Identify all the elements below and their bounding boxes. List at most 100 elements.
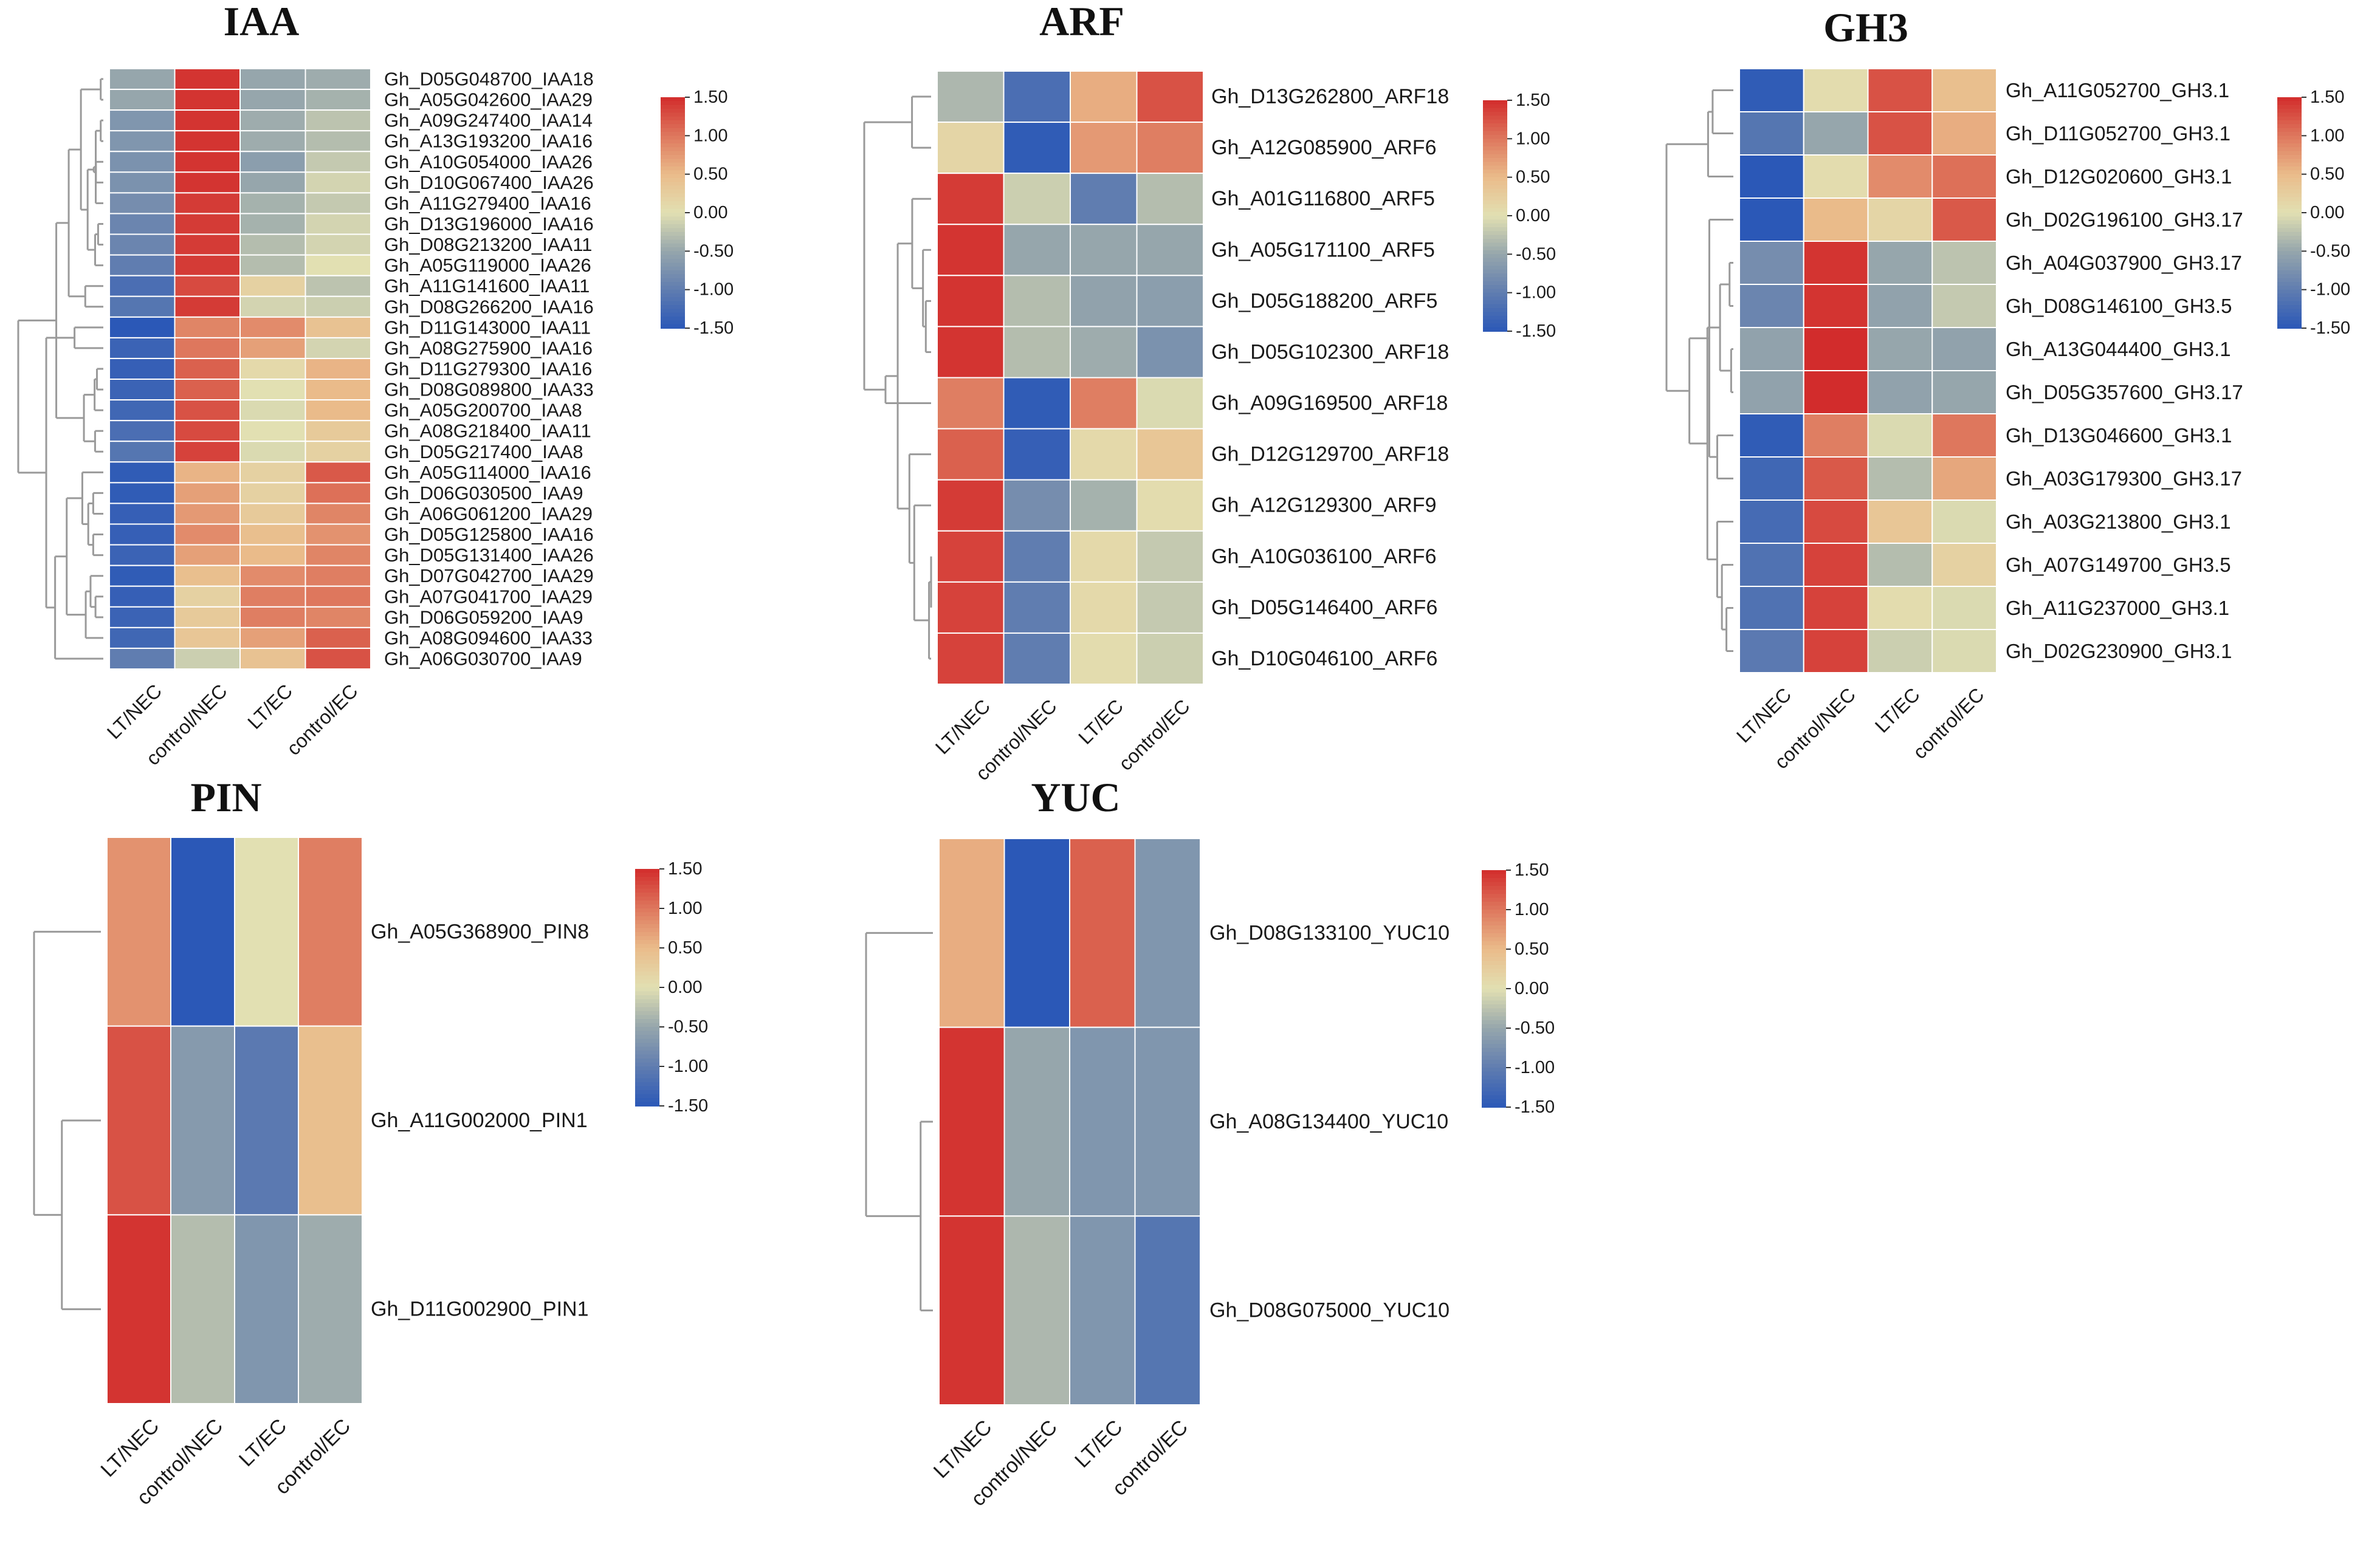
colorbar-tick-label: 1.50 — [1515, 860, 1549, 880]
colorbar-segment — [1483, 108, 1507, 112]
colorbar-segment — [1482, 1012, 1506, 1017]
heatmap-cell — [239, 585, 306, 608]
colorbar-tick-label: 1.50 — [668, 859, 702, 879]
colorbar-segment — [661, 320, 685, 325]
colorbar-segment — [635, 1035, 659, 1040]
colorbar-segment — [635, 1038, 659, 1043]
heatmap-cell — [1931, 456, 1997, 501]
panel-title: PIN — [190, 774, 261, 820]
colorbar-segment — [635, 987, 659, 992]
heatmap-cell — [174, 626, 241, 649]
colorbar-segment — [1483, 266, 1507, 270]
colorbar-segment — [1483, 150, 1507, 155]
colorbar-segment — [2277, 155, 2302, 160]
row-label: Gh_A06G030700_IAA9 — [384, 648, 582, 669]
heatmap-cell — [1003, 581, 1071, 634]
heatmap-cell — [304, 254, 371, 276]
colorbar-segment — [1483, 292, 1507, 297]
heatmap-cell — [1867, 154, 1933, 199]
colorbar-tick-label: -0.50 — [668, 1017, 708, 1037]
colorbar-segment — [1482, 902, 1506, 907]
colorbar-segment — [1482, 965, 1506, 970]
colorbar-segment — [661, 162, 685, 167]
heatmap-cell — [1070, 122, 1138, 174]
heatmap-cell — [1003, 377, 1071, 430]
heatmap-cell — [1003, 224, 1071, 276]
colorbar-segment — [661, 270, 685, 275]
heatmap-cell — [1803, 586, 1869, 630]
heatmap-cell — [1803, 241, 1869, 285]
row-label: Gh_D05G357600_GH3.17 — [2006, 381, 2243, 403]
heatmap-cell — [1136, 173, 1204, 225]
colorbar-segment — [1482, 897, 1506, 902]
colorbar-segment — [635, 1023, 659, 1028]
heatmap-cell — [239, 89, 306, 111]
colorbar-segment — [661, 289, 685, 294]
colorbar-segment — [635, 967, 659, 972]
colorbar-segment — [1482, 933, 1506, 938]
heatmap-cell — [109, 585, 176, 608]
heatmap-cell — [239, 647, 306, 670]
colorbar-tick-label: 1.00 — [668, 899, 702, 918]
colorbar-segment — [661, 239, 685, 244]
heatmap-cell — [1867, 413, 1933, 458]
heatmap-cell — [1070, 70, 1138, 123]
heatmap-cell — [174, 151, 241, 173]
heatmap-cell — [174, 399, 241, 422]
heatmap-cell — [239, 68, 306, 91]
row-label: Gh_A08G275900_IAA16 — [384, 337, 593, 359]
colorbar-segment — [1483, 127, 1507, 132]
colorbar-segment — [1482, 1103, 1506, 1108]
colorbar-tick-label: -1.50 — [668, 1096, 708, 1116]
colorbar-segment — [2277, 101, 2302, 106]
panel-title: ARF — [1039, 0, 1124, 44]
row-label: Gh_A05G368900_PIN8 — [371, 920, 589, 943]
colorbar-segment — [1482, 1004, 1506, 1009]
colorbar-segment — [635, 1078, 659, 1083]
row-label: Gh_A11G002000_PIN1 — [371, 1109, 588, 1132]
colorbar-segment — [635, 1062, 659, 1067]
colorbar-segment — [1482, 953, 1506, 958]
colorbar-segment — [661, 116, 685, 121]
colorbar-segment — [1483, 162, 1507, 166]
colorbar-segment — [2277, 216, 2302, 221]
heatmap-cell — [1003, 530, 1071, 583]
colorbar-segment — [2277, 262, 2302, 267]
colorbar-segment — [2277, 297, 2302, 302]
heatmap-cell — [1803, 370, 1869, 414]
heatmap-cell — [109, 606, 176, 628]
colorbar-segment — [635, 1074, 659, 1079]
colorbar-segment — [635, 975, 659, 980]
colorbar-segment — [1482, 989, 1506, 993]
colorbar-segment — [2277, 205, 2302, 210]
colorbar-segment — [661, 282, 685, 287]
colorbar-segment — [661, 251, 685, 256]
colorbar-segment — [1483, 112, 1507, 117]
heatmap-cell — [106, 1214, 171, 1405]
colorbar-segment — [661, 166, 685, 171]
colorbar-segment — [661, 301, 685, 306]
row-label: Gh_A09G247400_IAA14 — [384, 110, 593, 131]
row-label: Gh_A12G129300_ARF9 — [1211, 494, 1436, 517]
colorbar-segment — [1483, 100, 1507, 105]
heatmap-cell — [937, 632, 1005, 685]
heatmap-cell — [1003, 838, 1070, 1028]
colorbar-segment — [635, 1086, 659, 1091]
colorbar-segment — [1483, 123, 1507, 128]
row-label: Gh_A08G218400_IAA11 — [384, 420, 591, 442]
colorbar-tick-label: -0.50 — [1516, 244, 1556, 264]
heatmap-cell — [109, 503, 176, 525]
colorbar-segment — [661, 220, 685, 225]
colorbar-segment — [635, 983, 659, 988]
heatmap-cell — [1803, 413, 1869, 458]
heatmap-cell — [1931, 111, 1997, 156]
heatmap-cell — [109, 461, 176, 484]
colorbar-segment — [1482, 1063, 1506, 1068]
row-label: Gh_D05G217400_IAA8 — [384, 441, 583, 462]
colorbar-segment — [635, 1066, 659, 1071]
colorbar-tick-label: 0.00 — [693, 203, 727, 222]
heatmap-cell — [1803, 499, 1869, 544]
colorbar-segment — [661, 197, 685, 202]
colorbar-segment — [2277, 132, 2302, 137]
colorbar-segment — [2277, 301, 2302, 306]
